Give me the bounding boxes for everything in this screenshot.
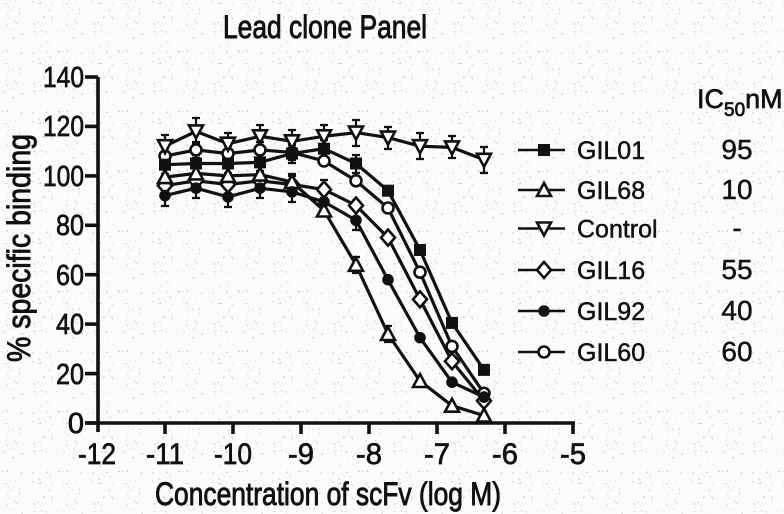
svg-text:-12: -12: [78, 438, 116, 471]
svg-text:Concentration of scFv (log M): Concentration of scFv (log M): [155, 476, 501, 512]
svg-text:140: 140: [43, 62, 84, 94]
svg-text:GIL01: GIL01: [577, 137, 645, 165]
svg-text:GIL16: GIL16: [577, 257, 645, 285]
svg-text:% specific binding: % specific binding: [1, 134, 37, 362]
svg-text:40: 40: [721, 295, 752, 326]
svg-text:-10: -10: [214, 438, 252, 471]
svg-text:120: 120: [43, 111, 84, 143]
svg-text:80: 80: [56, 210, 84, 242]
svg-text:-8: -8: [356, 438, 382, 471]
svg-text:-: -: [732, 213, 741, 244]
svg-text:60: 60: [721, 336, 752, 367]
svg-text:Lead clone Panel: Lead clone Panel: [223, 9, 427, 45]
svg-text:-9: -9: [288, 438, 314, 471]
svg-text:95: 95: [721, 134, 752, 165]
svg-text:GIL68: GIL68: [577, 177, 645, 205]
svg-text:-11: -11: [146, 438, 184, 471]
svg-text:10: 10: [721, 174, 752, 205]
svg-text:55: 55: [721, 254, 752, 285]
svg-text:GIL92: GIL92: [577, 298, 645, 326]
svg-text:Control: Control: [577, 216, 658, 244]
svg-text:100: 100: [43, 161, 84, 193]
svg-text:20: 20: [56, 359, 84, 391]
svg-text:0: 0: [68, 408, 84, 440]
svg-text:GIL60: GIL60: [577, 339, 645, 367]
svg-text:-5: -5: [560, 438, 586, 471]
svg-text:-7: -7: [424, 438, 450, 471]
svg-text:40: 40: [56, 309, 84, 341]
svg-text:-6: -6: [492, 438, 518, 471]
svg-text:60: 60: [56, 260, 84, 292]
